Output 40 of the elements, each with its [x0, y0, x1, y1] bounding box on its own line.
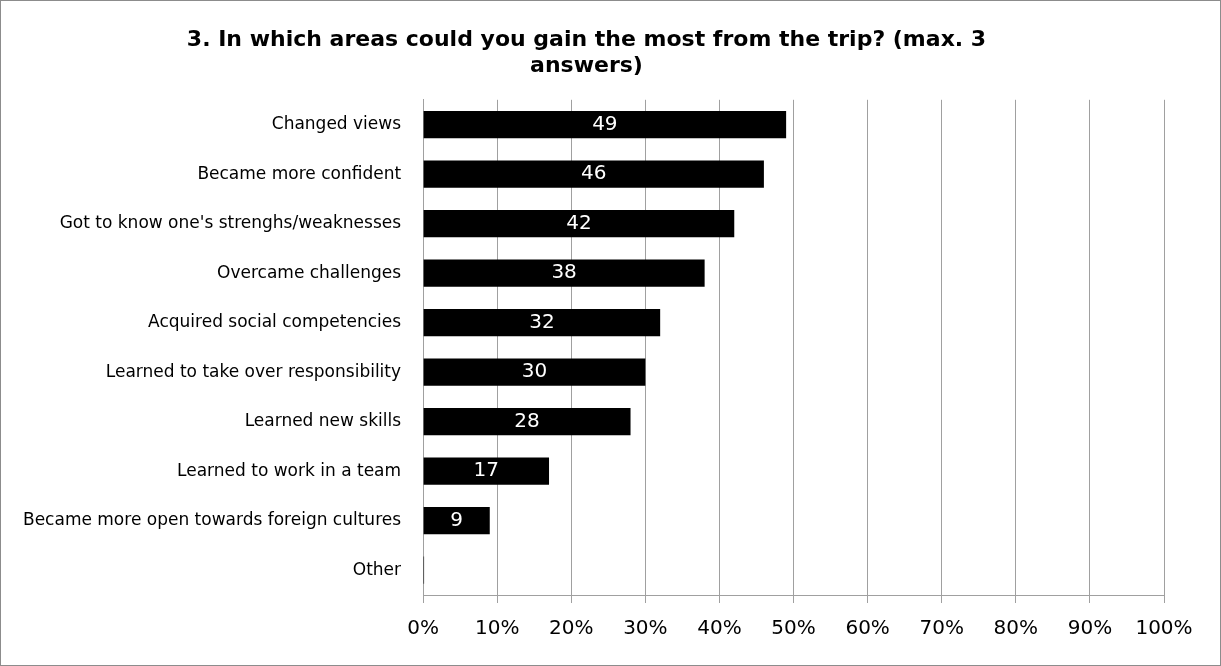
- data-label: 28: [514, 407, 540, 432]
- data-label: 17: [473, 457, 500, 482]
- data-label: 32: [529, 308, 555, 333]
- x-tick-label: 70%: [919, 615, 964, 640]
- bar: [423, 408, 631, 436]
- data-label: 30: [521, 358, 548, 383]
- x-tick-label: 60%: [845, 615, 890, 640]
- bar: [423, 507, 490, 535]
- y-tick-label: Learned new skills: [244, 410, 402, 431]
- y-tick-label: Became more open towards foreign cultures: [23, 509, 402, 530]
- bar: [423, 309, 661, 337]
- bar: [423, 259, 705, 287]
- x-tick-label: 100%: [1135, 615, 1193, 640]
- x-tick-label: 50%: [771, 615, 816, 640]
- bar: [423, 160, 764, 188]
- data-label: 42: [566, 209, 592, 234]
- y-tick-label: Became more confident: [197, 162, 402, 183]
- data-label: 49: [592, 110, 618, 135]
- x-tick-label: 80%: [993, 615, 1039, 640]
- bar: [423, 209, 735, 238]
- x-tick-label: 90%: [1067, 615, 1113, 640]
- y-tick-label: Overcame challenges: [217, 261, 402, 282]
- bar: [423, 110, 787, 139]
- y-tick-label: Acquired social competencies: [148, 311, 402, 332]
- bar: [423, 358, 646, 386]
- x-tick-label: 0%: [407, 615, 439, 640]
- bar: [423, 457, 550, 485]
- x-tick-label: 40%: [697, 615, 742, 640]
- x-tick-label: 30%: [623, 615, 668, 640]
- x-tick-label: 10%: [474, 615, 520, 640]
- y-tick-label: Learned to take over responsibility: [105, 360, 402, 381]
- y-tick-label: Changed views: [271, 112, 402, 133]
- y-tick-label: Learned to work in a team: [177, 459, 402, 480]
- x-tick-label: 20%: [549, 615, 594, 640]
- y-tick-label: Other: [352, 558, 402, 579]
- chart-title: 3. In which areas could you gain the most from the trip? (max. 3 answers): [186, 25, 987, 78]
- y-tick-label: Got to know one's strenghs/weaknesses: [59, 212, 402, 233]
- data-label: 38: [551, 259, 577, 284]
- data-label: 9: [450, 506, 464, 531]
- data-label: 46: [581, 160, 607, 185]
